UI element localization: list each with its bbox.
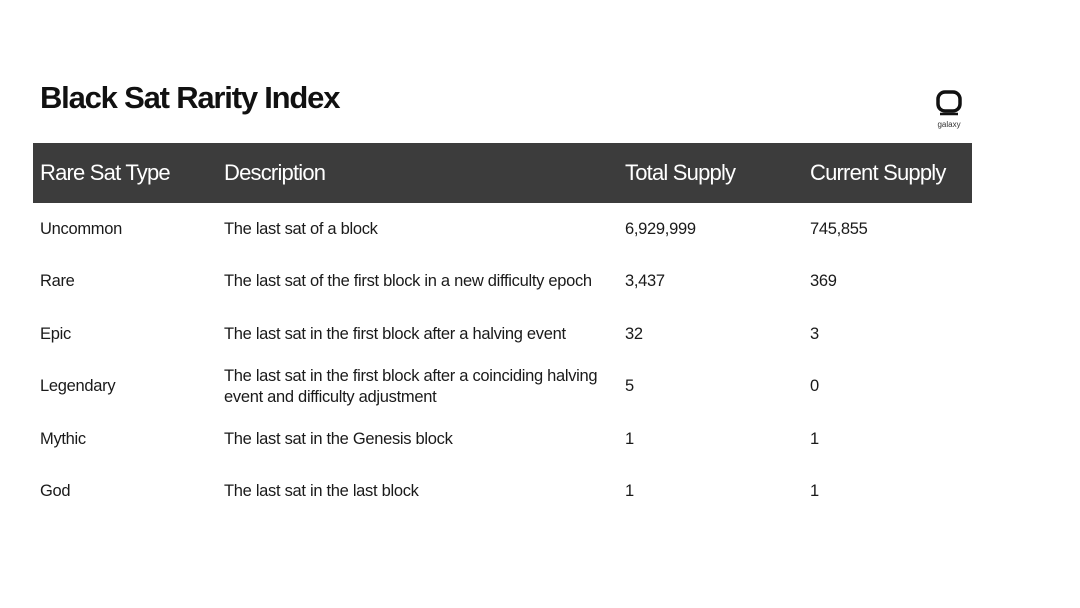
table-cell: 6,929,999 xyxy=(625,203,800,256)
column-header: Rare Sat Type xyxy=(40,160,171,185)
cell-text: The last sat of the first block in a new… xyxy=(224,272,592,291)
cell-text: 745,855 xyxy=(810,219,868,238)
table-row: Uncommon The last sat of a block 6,929,999… xyxy=(33,203,972,256)
cell-text: 369 xyxy=(810,272,837,291)
table-cell: 745,855 xyxy=(810,203,972,256)
table-row: Epic The last sat in the first block afte… xyxy=(33,308,972,361)
table-cell: The last sat in the Genesis block xyxy=(224,413,609,466)
table-header: Rare Sat Type Description Total Supply Curr… xyxy=(33,143,972,203)
cell-text: God xyxy=(40,482,71,501)
cell-text: 1 xyxy=(810,429,819,448)
table-cell: Uncommon xyxy=(40,203,215,256)
cell-text: 3 xyxy=(810,324,819,343)
table-cell: Epic xyxy=(40,308,215,361)
cell-text: Epic xyxy=(40,324,71,343)
logo-icon xyxy=(936,90,962,116)
table-row: God The last sat in the last block 1 1 xyxy=(33,466,972,519)
table-cell: The last sat of the first block in a new… xyxy=(224,256,609,309)
table-cell: The last sat of a block xyxy=(224,203,609,256)
cell-text: Uncommon xyxy=(40,219,122,238)
table-cell: 1 xyxy=(810,466,972,519)
table-cell: 32 xyxy=(625,308,800,361)
cell-text: Rare xyxy=(40,272,75,291)
table-cell: 3,437 xyxy=(625,256,800,309)
cell-text: Legendary xyxy=(40,377,116,396)
column-header: Current Supply xyxy=(810,160,946,185)
cell-text: 6,929,999 xyxy=(625,219,696,238)
table-cell: 5 xyxy=(625,361,800,414)
table-cell: 1 xyxy=(810,413,972,466)
cell-text: 1 xyxy=(625,429,634,448)
table: Rare Sat Type Description Total Supply Curr… xyxy=(33,143,972,518)
table-row: Legendary The last sat in the first block… xyxy=(33,361,972,414)
table-cell: Rare xyxy=(40,256,215,309)
table-cell: 0 xyxy=(810,361,972,414)
table-cell: The last sat in the first block after a … xyxy=(224,361,609,414)
table-cell: Mythic xyxy=(40,413,215,466)
table-cell: 3 xyxy=(810,308,972,361)
cell-text: 3,437 xyxy=(625,272,665,291)
cell-text: The last sat in the last block xyxy=(224,482,419,501)
column-header: Description xyxy=(224,160,326,185)
cell-text: 1 xyxy=(625,482,634,501)
column-header: Total Supply xyxy=(625,160,736,185)
cell-text: The last sat in the first block after a … xyxy=(224,366,598,406)
cell-text: 5 xyxy=(625,377,634,396)
table-cell: Legendary xyxy=(40,361,215,414)
logo-text: galaxy xyxy=(937,120,961,129)
cell-text: Mythic xyxy=(40,429,86,448)
table-row: Rare The last sat of the first block in a… xyxy=(33,256,972,309)
table-cell: 369 xyxy=(810,256,972,309)
logo: galaxy xyxy=(930,88,970,132)
table-cell: 1 xyxy=(625,413,800,466)
table-cell: The last sat in the last block xyxy=(224,466,609,519)
table-cell: The last sat in the first block after a … xyxy=(224,308,609,361)
cell-text: 0 xyxy=(810,377,819,396)
table-row: Mythic The last sat in the Genesis block 1… xyxy=(33,413,972,466)
cell-text: 32 xyxy=(625,324,643,343)
cell-text: The last sat in the first block after a … xyxy=(224,324,566,343)
cell-text: The last sat of a block xyxy=(224,219,378,238)
cell-text: 1 xyxy=(810,482,819,501)
title: Black Sat Rarity Index xyxy=(40,80,340,115)
cell-text: The last sat in the Genesis block xyxy=(224,429,453,448)
table-cell: God xyxy=(40,466,215,519)
table-cell: 1 xyxy=(625,466,800,519)
